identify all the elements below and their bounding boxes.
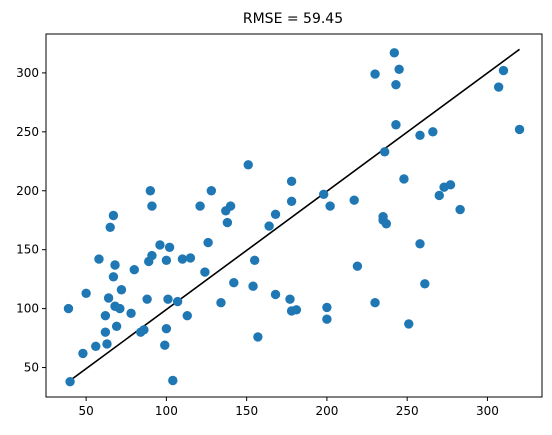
- data-point: [394, 64, 404, 75]
- data-point: [391, 79, 401, 90]
- data-point: [108, 272, 119, 282]
- data-point: [78, 348, 88, 359]
- data-point: [389, 48, 400, 58]
- data-point: [370, 298, 380, 308]
- data-point: [129, 265, 139, 275]
- y-tick-label: 150: [16, 243, 39, 257]
- data-point: [253, 332, 263, 342]
- y-tick-label: 300: [16, 66, 39, 80]
- x-tick-label: 50: [78, 404, 93, 418]
- x-tick-label: 150: [235, 404, 258, 418]
- data-point: [379, 147, 390, 157]
- data-point: [286, 176, 297, 187]
- data-point: [318, 189, 329, 199]
- data-point: [203, 237, 213, 248]
- chart-title: RMSE = 59.45: [243, 11, 343, 27]
- data-point: [222, 217, 233, 228]
- data-point: [391, 120, 401, 130]
- data-point: [286, 196, 297, 207]
- data-point: [195, 201, 205, 211]
- data-point: [145, 186, 156, 196]
- y-tick-label: 50: [24, 361, 39, 375]
- x-tick-label: 100: [155, 404, 178, 418]
- data-point: [63, 303, 74, 314]
- data-point: [161, 323, 172, 334]
- data-point: [270, 209, 281, 220]
- data-point: [110, 260, 120, 270]
- data-point: [160, 340, 170, 350]
- data-point: [493, 82, 504, 92]
- x-tick-label: 200: [315, 404, 338, 418]
- x-tick-label: 250: [396, 404, 419, 418]
- data-point: [161, 255, 172, 265]
- x-tick-label: 300: [476, 404, 499, 418]
- data-point: [264, 221, 274, 231]
- data-point: [404, 319, 414, 329]
- data-point: [168, 375, 178, 386]
- data-point: [381, 219, 391, 229]
- axes-frame: [45, 33, 543, 398]
- data-point: [285, 294, 295, 304]
- data-point: [177, 254, 188, 264]
- data-point: [415, 130, 425, 141]
- data-point: [322, 302, 332, 313]
- data-point: [105, 222, 115, 232]
- data-point: [249, 255, 260, 265]
- data-point: [81, 288, 91, 298]
- data-point: [142, 294, 152, 304]
- data-point: [115, 303, 125, 314]
- data-point: [185, 253, 196, 263]
- data-point: [147, 250, 157, 261]
- data-point: [94, 254, 104, 264]
- data-point: [248, 281, 258, 291]
- y-tick-label: 200: [16, 184, 39, 198]
- data-point: [291, 305, 302, 315]
- data-point: [229, 277, 239, 288]
- data-point: [243, 160, 253, 170]
- y-tick-label: 250: [16, 125, 39, 139]
- data-point: [65, 376, 75, 387]
- x-axis-ticks: 50 100 150 200 250 300: [78, 397, 499, 418]
- data-point: [270, 289, 281, 300]
- data-point: [349, 195, 359, 205]
- data-point: [155, 240, 165, 250]
- data-point: [100, 327, 111, 337]
- data-point: [434, 190, 444, 201]
- data-point: [370, 69, 380, 79]
- data-point: [91, 341, 101, 352]
- data-point: [225, 201, 236, 211]
- y-tick-label: 100: [16, 302, 39, 316]
- data-point: [399, 174, 409, 184]
- data-point: [514, 124, 525, 135]
- data-point: [206, 186, 217, 196]
- data-point: [200, 267, 210, 277]
- data-point: [147, 201, 157, 211]
- data-point: [322, 314, 332, 324]
- data-point: [111, 321, 122, 331]
- data-point: [498, 65, 509, 76]
- data-point: [325, 201, 335, 211]
- data-point: [352, 261, 363, 271]
- data-point: [100, 310, 111, 321]
- data-point: [216, 298, 226, 308]
- data-point: [108, 210, 119, 221]
- data-point: [126, 308, 136, 319]
- data-point: [415, 239, 425, 249]
- data-point: [428, 127, 438, 137]
- data-point: [164, 242, 175, 253]
- data-point: [116, 285, 127, 295]
- y-axis-ticks: 50 100 150 200 250 300: [16, 66, 46, 375]
- data-point: [172, 296, 183, 307]
- data-point: [103, 293, 114, 303]
- data-point: [455, 204, 465, 215]
- data-point: [420, 279, 430, 289]
- data-points: [63, 48, 525, 387]
- data-point: [163, 294, 173, 304]
- data-point: [102, 339, 112, 349]
- data-point: [445, 180, 456, 190]
- data-point: [182, 310, 192, 321]
- data-point: [139, 325, 149, 335]
